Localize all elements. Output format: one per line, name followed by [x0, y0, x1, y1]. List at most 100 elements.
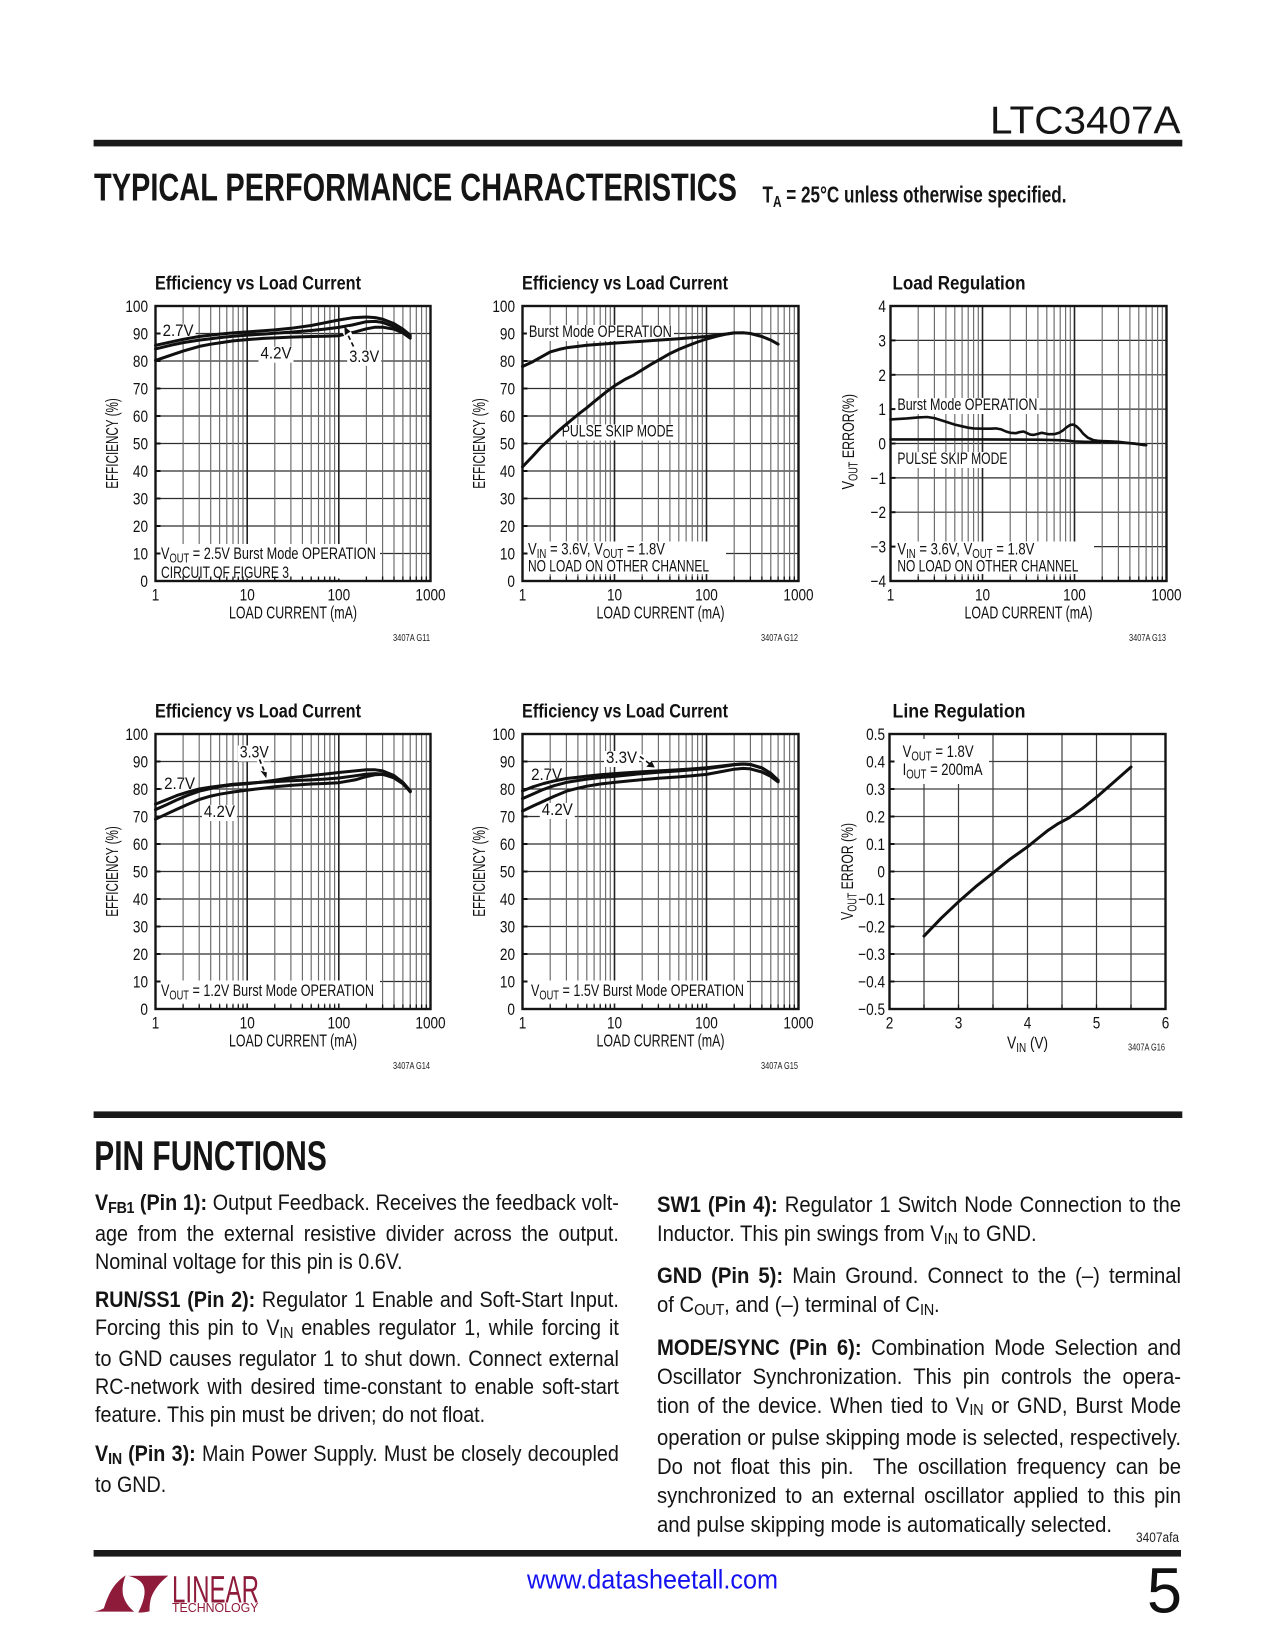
svg-text:3.3V: 3.3V: [349, 347, 380, 366]
svg-text:40: 40: [133, 891, 148, 910]
svg-text:3407A G13: 3407A G13: [1129, 632, 1166, 644]
svg-text:70: 70: [500, 808, 515, 827]
svg-text:70: 70: [133, 380, 148, 399]
svg-text:0.3: 0.3: [866, 781, 885, 800]
svg-text:4: 4: [1024, 1014, 1032, 1033]
svg-text:Burst Mode OPERATION: Burst Mode OPERATION: [529, 322, 672, 341]
svg-text:1: 1: [519, 586, 527, 605]
svg-text:−0.5: −0.5: [858, 1001, 885, 1020]
svg-text:1: 1: [152, 586, 160, 605]
svg-text:1: 1: [519, 1014, 527, 1033]
svg-text:10: 10: [133, 973, 148, 992]
svg-text:2.7V: 2.7V: [164, 774, 196, 793]
svg-text:www.datasheetall.com: www.datasheetall.com: [526, 1564, 778, 1594]
svg-text:LTC3407A: LTC3407A: [990, 100, 1181, 143]
svg-text:0: 0: [877, 863, 885, 882]
svg-text:6: 6: [1162, 1014, 1170, 1033]
svg-text:3: 3: [955, 1014, 963, 1033]
svg-text:20: 20: [133, 946, 148, 965]
svg-text:10: 10: [500, 545, 515, 564]
svg-text:10: 10: [607, 1014, 622, 1033]
svg-text:3407A G12: 3407A G12: [761, 632, 798, 644]
svg-text:80: 80: [133, 781, 148, 800]
svg-text:100: 100: [125, 726, 148, 745]
svg-text:VOUT ERROR (%): VOUT ERROR (%): [837, 823, 860, 920]
svg-text:2: 2: [878, 366, 886, 385]
svg-text:VOUT = 2.5V Burst Mode OPERATI: VOUT = 2.5V Burst Mode OPERATION: [161, 544, 376, 566]
svg-text:100: 100: [695, 1014, 718, 1033]
svg-text:1000: 1000: [415, 586, 445, 605]
svg-text:50: 50: [133, 863, 148, 882]
svg-text:90: 90: [500, 753, 515, 772]
svg-text:100: 100: [1063, 586, 1086, 605]
svg-text:0: 0: [140, 1001, 148, 1020]
svg-text:3: 3: [878, 332, 886, 351]
svg-text:LOAD CURRENT (mA): LOAD CURRENT (mA): [229, 1031, 357, 1051]
svg-text:40: 40: [500, 463, 515, 482]
svg-text:LOAD CURRENT (mA): LOAD CURRENT (mA): [597, 603, 725, 623]
svg-text:60: 60: [500, 408, 515, 427]
svg-text:30: 30: [500, 490, 515, 509]
svg-text:50: 50: [500, 435, 515, 454]
svg-text:5: 5: [1093, 1014, 1101, 1033]
svg-text:20: 20: [133, 518, 148, 537]
svg-text:3407A G16: 3407A G16: [1128, 1042, 1165, 1054]
svg-text:VOUT = 1.2V Burst Mode OPERATI: VOUT = 1.2V Burst Mode OPERATION: [161, 981, 374, 1003]
svg-text:NO LOAD ON OTHER CHANNEL: NO LOAD ON OTHER CHANNEL: [528, 556, 709, 575]
svg-text:CIRCUIT OF FIGURE 3: CIRCUIT OF FIGURE 3: [161, 563, 289, 582]
svg-text:LINEAR: LINEAR: [172, 1569, 259, 1611]
svg-text:1000: 1000: [783, 1014, 813, 1033]
svg-text:100: 100: [125, 298, 148, 317]
svg-text:3.3V: 3.3V: [606, 748, 638, 767]
svg-text:Efficiency vs Load Current: Efficiency vs Load Current: [522, 702, 729, 723]
svg-text:60: 60: [133, 408, 148, 427]
svg-text:60: 60: [500, 836, 515, 855]
svg-text:2.7V: 2.7V: [531, 765, 563, 784]
svg-text:LOAD CURRENT (mA): LOAD CURRENT (mA): [597, 1031, 725, 1051]
svg-text:EFFICIENCY (%): EFFICIENCY (%): [102, 826, 122, 917]
svg-text:Efficiency vs Load Current: Efficiency vs Load Current: [155, 274, 362, 295]
svg-text:100: 100: [695, 586, 718, 605]
svg-text:4.2V: 4.2V: [204, 802, 236, 821]
svg-text:50: 50: [133, 435, 148, 454]
svg-text:70: 70: [500, 380, 515, 399]
svg-text:10: 10: [607, 586, 622, 605]
svg-text:20: 20: [500, 518, 515, 537]
svg-text:2.7V: 2.7V: [163, 321, 195, 340]
svg-text:0.5: 0.5: [866, 726, 885, 745]
svg-text:VOUT ERROR(%): VOUT ERROR(%): [838, 394, 861, 490]
svg-text:40: 40: [133, 463, 148, 482]
svg-text:PIN FUNCTIONS: PIN FUNCTIONS: [94, 1132, 326, 1179]
svg-text:Efficiency vs Load Current: Efficiency vs Load Current: [522, 274, 729, 295]
svg-text:Burst Mode OPERATION: Burst Mode OPERATION: [897, 395, 1037, 414]
svg-text:100: 100: [492, 726, 515, 745]
svg-text:90: 90: [500, 325, 515, 344]
svg-text:−0.4: −0.4: [858, 973, 885, 992]
svg-text:60: 60: [133, 836, 148, 855]
svg-text:100: 100: [327, 586, 350, 605]
svg-text:PULSE SKIP MODE: PULSE SKIP MODE: [562, 422, 674, 441]
svg-text:LOAD CURRENT (mA): LOAD CURRENT (mA): [965, 603, 1093, 623]
svg-text:−2: −2: [871, 504, 886, 523]
svg-text:3407A G15: 3407A G15: [761, 1060, 798, 1072]
svg-text:10: 10: [133, 545, 148, 564]
svg-text:3.3V: 3.3V: [240, 743, 270, 762]
svg-text:100: 100: [492, 298, 515, 317]
svg-text:0.2: 0.2: [866, 808, 885, 827]
svg-text:20: 20: [500, 946, 515, 965]
svg-text:−0.1: −0.1: [858, 891, 885, 910]
svg-text:TECHNOLOGY: TECHNOLOGY: [172, 1600, 259, 1615]
svg-text:−3: −3: [871, 538, 886, 557]
svg-text:0: 0: [140, 573, 148, 592]
svg-text:EFFICIENCY (%): EFFICIENCY (%): [469, 398, 489, 489]
svg-text:VOUT = 1.5V Burst Mode OPERATI: VOUT = 1.5V Burst Mode OPERATION: [531, 981, 744, 1003]
svg-text:10: 10: [975, 586, 990, 605]
svg-text:1000: 1000: [783, 586, 813, 605]
svg-text:−0.3: −0.3: [858, 946, 885, 965]
svg-text:90: 90: [133, 325, 148, 344]
svg-text:LOAD CURRENT (mA): LOAD CURRENT (mA): [229, 603, 357, 623]
svg-text:−1: −1: [871, 470, 886, 489]
svg-text:0: 0: [878, 435, 886, 454]
svg-text:10: 10: [500, 973, 515, 992]
svg-text:90: 90: [133, 753, 148, 772]
